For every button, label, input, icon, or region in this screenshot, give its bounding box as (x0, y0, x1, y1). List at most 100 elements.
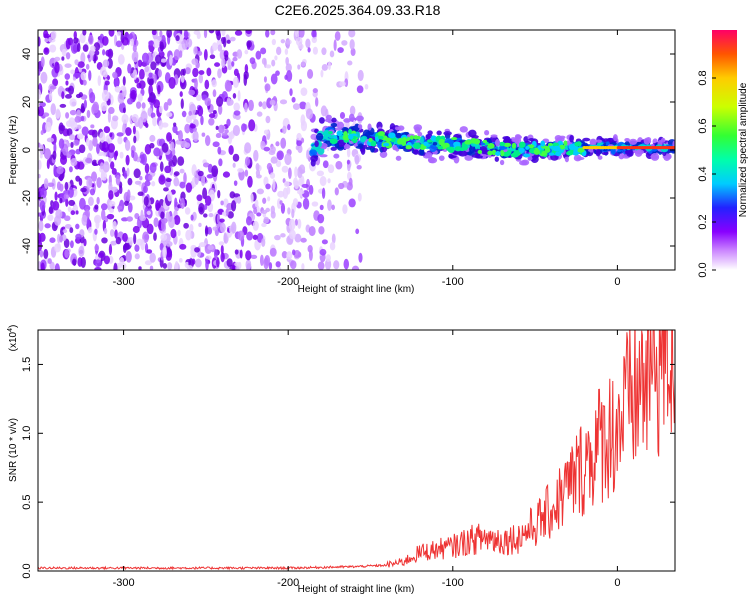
spectrogram-noise-cell (275, 141, 280, 147)
spectrogram-noise-cell (296, 140, 303, 147)
spectrogram-noise-cell (79, 197, 86, 210)
spectrogram-noise-cell (229, 36, 236, 42)
spectrogram-noise-cell (253, 149, 259, 162)
spectrogram-noise-cell (147, 97, 152, 103)
spectrogram-peak-cell (336, 130, 343, 137)
spectrogram-noise-cell (53, 142, 57, 154)
spectrogram-noise-cell (128, 195, 136, 201)
spectrogram-noise-cell (280, 137, 287, 149)
spectrogram-band-cell (357, 124, 363, 129)
spectrogram-noise-cell (348, 177, 353, 186)
spectrogram-band-cell (595, 139, 603, 143)
spectrogram-noise-cell (294, 233, 302, 243)
spectrogram-noise-cell (54, 263, 60, 270)
spectrogram-noise-cell (198, 222, 202, 228)
spectrogram-noise-cell (64, 181, 69, 191)
spectrogram-band-cell (643, 137, 651, 145)
spectrogram-peak-cell (499, 149, 505, 157)
spectrogram-noise-cell (115, 236, 122, 245)
spectrogram-noise-cell (65, 198, 69, 207)
spectrogram-noise-cell (148, 78, 154, 86)
spectrogram-y-tick-label: -40 (21, 238, 33, 254)
spectrogram-band-cell (438, 155, 445, 161)
spectrogram-band-cell (318, 117, 325, 124)
spectrogram-noise-cell (183, 222, 189, 229)
spectrogram-noise-cell (290, 260, 297, 270)
spectrogram-noise-cell (68, 199, 76, 206)
spectrogram-noise-cell (112, 220, 117, 230)
spectrogram-noise-cell (222, 171, 231, 178)
spectrogram-noise-cell (113, 262, 118, 270)
spectrogram-noise-cell (236, 196, 242, 204)
spectrogram-noise-cell (117, 205, 123, 210)
spectrogram-band-cell (419, 136, 424, 145)
spectrogram-noise-cell (282, 125, 287, 135)
spectrogram-peak-cell (409, 135, 414, 140)
spectrogram-noise-cell (97, 75, 102, 87)
spectrogram-noise-cell (138, 266, 142, 270)
spectrogram-noise-cell (144, 206, 149, 218)
spectrogram-noise-cell (198, 73, 204, 84)
spectrogram-noise-cell (111, 167, 117, 175)
spectrogram-noise-cell (114, 86, 121, 93)
spectrogram-peak-cell (487, 150, 493, 156)
spectrogram-noise-cell (159, 41, 164, 52)
spectrogram-noise-cell (263, 129, 269, 135)
spectrogram-noise-cell (92, 101, 100, 114)
spectrogram-noise-cell (161, 122, 169, 128)
spectrogram-noise-cell (337, 47, 344, 53)
spectrogram-noise-cell (205, 258, 209, 270)
spectrogram-noise-cell (82, 79, 87, 86)
spectrogram-noise-cell (123, 243, 130, 251)
spectrogram-noise-cell (160, 219, 166, 232)
snr-y-tick-label: 0.0 (21, 563, 33, 578)
spectrogram-noise-cell (69, 109, 77, 116)
spectrogram-noise-cell (58, 138, 65, 150)
spectrogram-noise-cell (110, 240, 118, 246)
spectrogram-noise-cell (329, 50, 335, 58)
spectrogram-peak-cell (368, 137, 373, 143)
spectrogram-noise-cell (178, 258, 183, 263)
spectrogram-noise-cell (287, 207, 291, 215)
spectrogram-noise-cell (193, 46, 198, 55)
spectrogram-noise-cell (220, 252, 225, 263)
spectrogram-noise-cell (258, 101, 263, 107)
spectrogram-noise-cell (255, 163, 260, 171)
spectrogram-peak-cell (329, 138, 338, 145)
spectrogram-noise-cell (44, 223, 51, 229)
spectrogram-noise-cell (88, 196, 94, 206)
spectrogram-band-cell (395, 132, 403, 139)
spectrogram-noise-cell (94, 259, 102, 268)
spectrogram-noise-cell (151, 181, 156, 187)
spectrogram-noise-cell (78, 144, 86, 154)
spectrogram-noise-cell (133, 168, 141, 179)
spectrogram-y-tick-label: 40 (21, 48, 33, 60)
spectrogram-noise-cell (88, 34, 94, 45)
spectrogram-noise-cell (234, 114, 241, 120)
spectrogram-noise-cell (52, 150, 57, 161)
spectrogram-noise-cell (312, 88, 318, 94)
spectrogram-band-cell (355, 115, 364, 122)
spectrogram-noise-cell (206, 67, 212, 77)
spectrogram-noise-cell (38, 105, 45, 117)
spectrogram-noise-cell (166, 132, 172, 142)
spectrogram-noise-cell (356, 164, 362, 170)
spectrogram-noise-cell (190, 214, 194, 221)
spectrogram-noise-cell (109, 200, 116, 207)
spectrogram-noise-cell (70, 240, 74, 249)
spectrogram-band-cell (436, 130, 442, 136)
spectrogram-noise-cell (75, 223, 80, 230)
spectrogram-noise-cell (250, 193, 254, 204)
spectrogram-noise-cell (299, 101, 307, 110)
spectrogram-noise-cell (73, 30, 77, 40)
spectrogram-noise-cell (117, 136, 123, 145)
spectrogram-noise-cell (124, 139, 131, 151)
spectrogram-noise-cell (286, 251, 293, 260)
spectrogram-noise-cell (292, 103, 301, 111)
spectrogram-noise-cell (108, 106, 115, 115)
spectrogram-noise-cell (160, 58, 167, 63)
spectrogram-noise-cell (89, 188, 96, 196)
spectrogram-noise-cell (143, 196, 149, 207)
spectrogram-noise-cell (307, 47, 311, 53)
spectrogram-band-cell (317, 147, 325, 155)
